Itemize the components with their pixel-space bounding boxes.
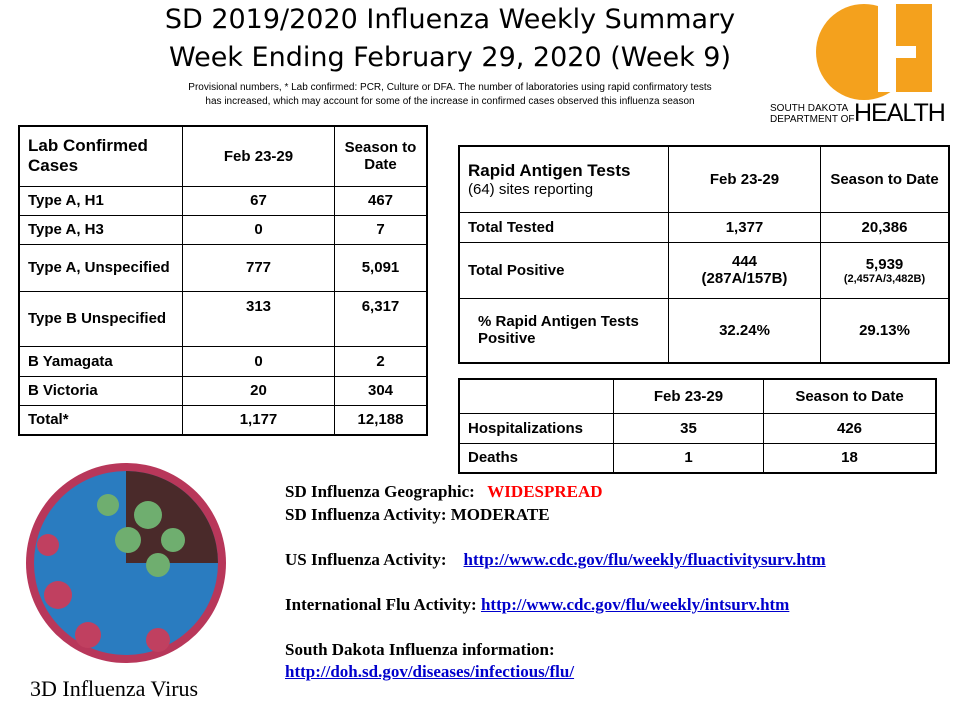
table-row: Type A, H3 0 7 [18, 214, 428, 245]
note-line1: Provisional numbers, * Lab confirmed: PC… [188, 82, 712, 93]
table-row: % Rapid Antigen Tests Positive 32.24% 29.1… [458, 297, 950, 364]
table-row: Total Tested 1,377 20,386 [458, 211, 950, 243]
note-line2: has increased, which may account for som… [205, 96, 695, 107]
title-line1: SD 2019/2020 Influenza Weekly Summary [164, 4, 736, 35]
table-row: Deaths 1 18 [458, 442, 937, 474]
hospitalizations-table: Feb 23-29 Season to Date Hospitalizations… [458, 378, 937, 474]
table-row: Total* 1,177 12,188 [18, 404, 428, 436]
sd-geographic: SD Influenza Geographic: WIDESPREAD [285, 482, 603, 501]
table-row: B Yamagata 0 2 [18, 345, 428, 377]
table-row: B Victoria 20 304 [18, 375, 428, 406]
rapid-antigen-table: Rapid Antigen Tests (64) sites reporting F… [458, 145, 950, 364]
lab-confirmed-table: Lab Confirmed Cases Feb 23-29 Season to Da… [18, 125, 428, 436]
table-row: Type A, Unspecified 777 5,091 [18, 243, 428, 292]
sd-health-logo: SOUTH DAKOTA DEPARTMENT OF HEALTH [768, 0, 948, 128]
sd-info-label: South Dakota Influenza information: [285, 640, 555, 659]
us-activity-link[interactable]: http://www.cdc.gov/flu/weekly/fluactivit… [463, 550, 826, 569]
virus-caption: 3D Influenza Virus [30, 676, 199, 701]
intl-activity-link[interactable]: http://www.cdc.gov/flu/weekly/intsurv.ht… [480, 595, 790, 614]
geographic-status: WIDESPREAD [487, 482, 603, 501]
table-row: Type B Unspecified 313 6,317 [18, 290, 428, 347]
logo-health: HEALTH [854, 99, 946, 127]
table-row: Hospitalizations 35 426 [458, 412, 937, 444]
logo-text: SOUTH DAKOTA DEPARTMENT OF [770, 103, 855, 125]
table-row: Total Positive 444 (287A/157B) 5,939 (2,457A… [458, 241, 950, 299]
sd-info-link[interactable]: http://doh.sd.gov/diseases/infectious/fl… [285, 662, 575, 681]
title-line2: Week Ending February 29, 2020 (Week 9) [168, 42, 732, 73]
influenza-virus-image [8, 445, 248, 675]
sd-activity: SD Influenza Activity: MODERATE [285, 505, 550, 524]
table-row: Type A, H1 67 467 [18, 185, 428, 216]
